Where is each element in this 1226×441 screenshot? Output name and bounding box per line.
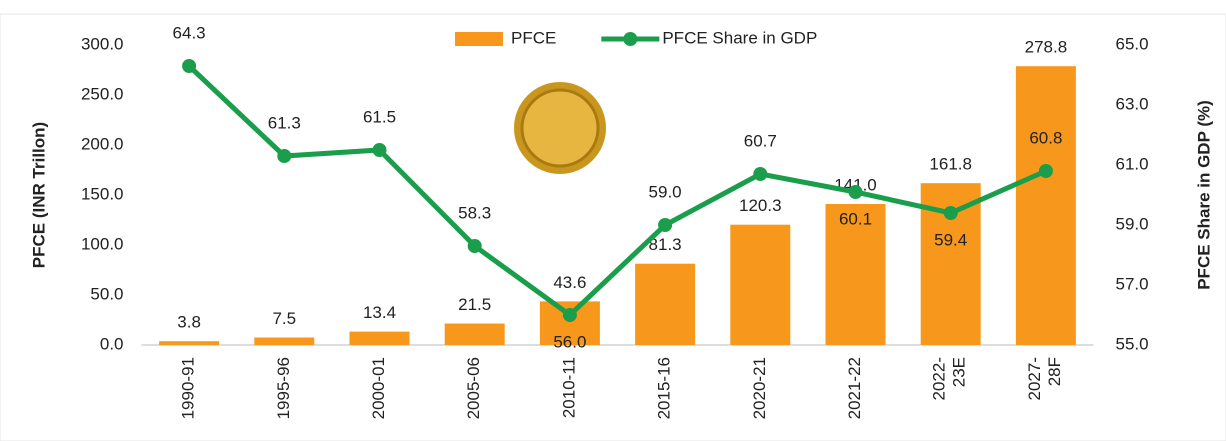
line-point [372,143,387,157]
x-tick-label: 2022-23E [930,357,969,400]
bar-value-label: 21.5 [458,295,491,314]
y2-tick-label: 61.0 [1116,154,1149,173]
line-point [943,206,958,220]
y2-tick-label: 59.0 [1116,214,1149,233]
line-point [562,308,577,322]
legend-swatch [455,32,503,46]
line-point [658,218,673,232]
bar [730,224,791,345]
line-point [848,185,863,199]
x-tick-label: 2027-28F [1025,357,1064,400]
bar-value-label: 43.6 [553,273,586,292]
y-tick-label: 50.0 [90,284,123,303]
bar [349,331,410,345]
bar [635,263,696,345]
y2-tick-label: 55.0 [1116,334,1149,353]
y-tick-label: 100.0 [81,234,124,253]
y-tick-label: 300.0 [81,34,124,53]
x-tick-label: 2020-21 [750,357,769,419]
y-tick-label: 200.0 [81,134,124,153]
line-value-label: 59.4 [934,230,967,249]
line-value-label: 60.7 [744,131,777,150]
chart-frame [0,13,1226,441]
bar [825,204,886,345]
line-point [467,239,482,253]
line-value-label: 60.8 [1029,128,1062,147]
x-tick-label: 2010-11 [559,357,578,418]
bar-value-label: 3.8 [177,313,201,332]
line-value-label: 61.5 [363,107,396,126]
y2-tick-label: 65.0 [1116,34,1149,53]
legend-swatch [623,32,638,46]
bar [444,323,505,345]
legend-label: PFCE Share in GDP [662,28,817,47]
line-point [753,167,768,181]
y-tick-label: 250.0 [81,84,124,103]
y2-tick-label: 63.0 [1116,94,1149,113]
line-value-label: 59.0 [649,182,682,201]
y-axis-title: PFCE (INR Trillon) [29,122,48,268]
y-tick-label: 0.0 [100,334,124,353]
line-point [277,149,292,163]
line-point [182,59,197,73]
x-tick-label: 1995-96 [274,357,293,419]
line-value-label: 61.3 [268,113,301,132]
bar-value-label: 120.3 [739,196,782,215]
x-tick-label: 1990-91 [179,357,198,419]
line-point [1038,164,1053,178]
line-value-label: 64.3 [173,23,206,42]
bar [254,337,315,345]
bar-value-label: 161.8 [929,155,972,174]
coin-icon [514,82,606,174]
line-value-label: 60.1 [839,209,872,228]
line-value-label: 56.0 [553,332,586,351]
line [187,64,1047,319]
bar [1015,66,1076,345]
bar-value-label: 278.8 [1025,38,1068,57]
bar-value-label: 13.4 [363,303,396,322]
bar-value-label: 81.3 [649,235,682,254]
y-tick-label: 150.0 [81,184,124,203]
x-tick-label: 2000-01 [369,357,388,419]
x-tick-label: 2021-22 [845,357,864,419]
line-value-label: 58.3 [458,203,491,222]
bar-value-label: 7.5 [272,309,296,328]
x-tick-label: 2015-16 [655,357,674,419]
bar [159,341,220,345]
y2-tick-label: 57.0 [1116,274,1149,293]
y2-axis-title: PFCE Share in GDP (%) [1194,100,1213,290]
legend-label: PFCE [511,28,556,47]
x-tick-label: 2005-06 [464,357,483,419]
